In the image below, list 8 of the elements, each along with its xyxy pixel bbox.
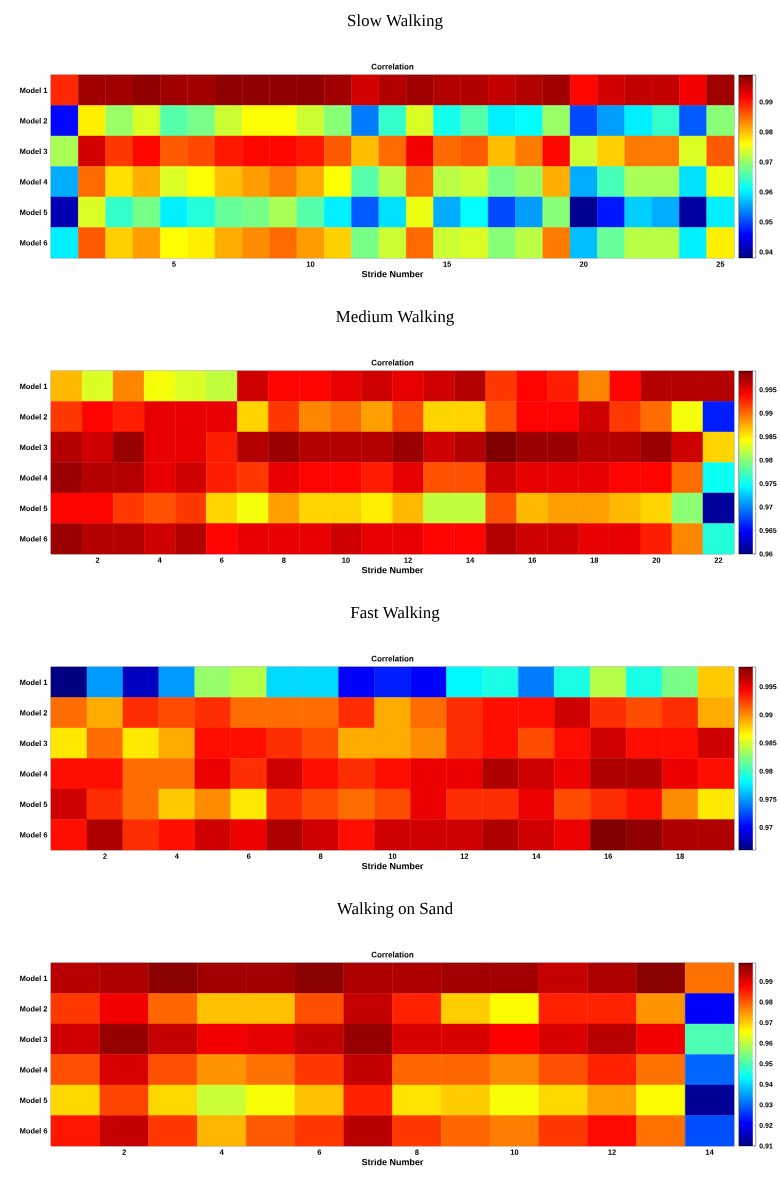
x-axis-title: Stride Number: [361, 566, 424, 574]
chart-title: Slow Walking: [348, 14, 443, 30]
chart-title: Fast Walking: [350, 606, 440, 622]
x-axis-title: Stride Number: [361, 862, 424, 870]
x-axis-title: Stride Number: [361, 270, 424, 278]
chart-title: Medium Walking: [336, 310, 454, 326]
chart-title: Walking on Sand: [336, 902, 453, 918]
x-axis-title: Stride Number: [361, 1158, 424, 1166]
